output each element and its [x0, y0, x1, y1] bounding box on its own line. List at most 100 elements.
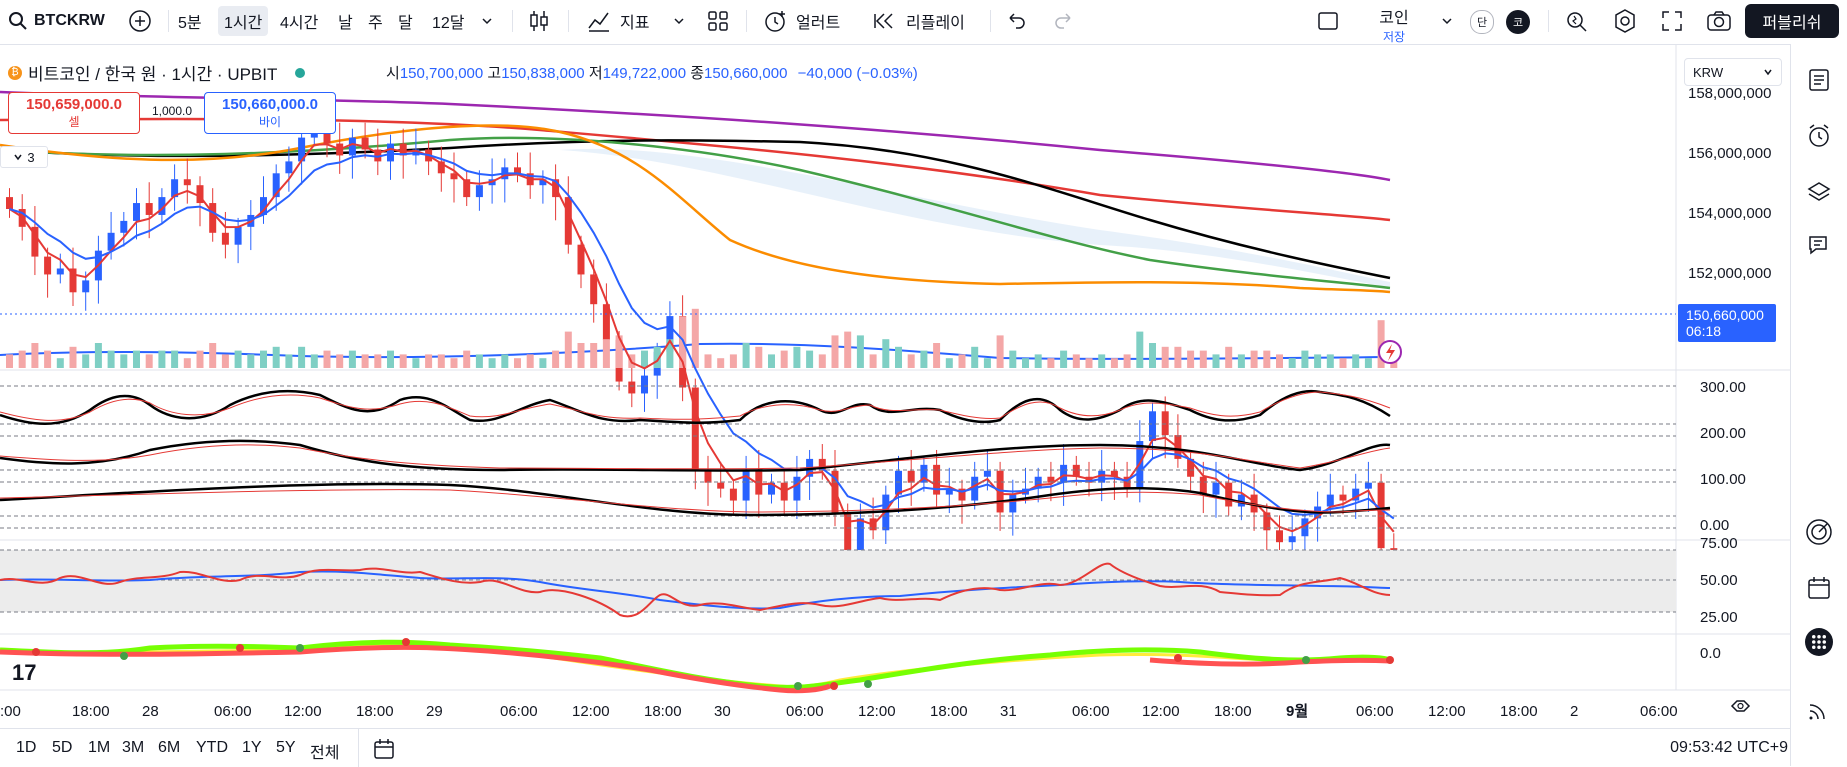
interval-5m[interactable]: 5분 [178, 6, 202, 36]
undo-button[interactable] [1004, 6, 1028, 36]
watchlist-button[interactable] [1805, 66, 1833, 94]
candle [907, 470, 915, 483]
fullscreen-icon [1662, 11, 1682, 31]
settings-button[interactable] [1612, 6, 1638, 36]
volume-bar [1225, 346, 1233, 368]
range-1y[interactable]: 1Y [242, 739, 262, 756]
alarm-icon [765, 11, 785, 32]
range-1d[interactable]: 1D [16, 739, 37, 756]
time-axis-settings[interactable] [1730, 700, 1751, 712]
gear-center [1737, 702, 1744, 710]
fullscreen-layout-button[interactable] [1316, 6, 1340, 36]
interval-day[interactable]: 날 [338, 6, 353, 36]
candle [920, 464, 928, 483]
chart-type-button[interactable] [526, 6, 552, 36]
volume-bar [666, 339, 674, 368]
collapse-indicators-button[interactable]: 3 [0, 146, 48, 168]
candle [399, 143, 407, 156]
currency-select[interactable]: KRW [1684, 58, 1782, 86]
fullscreen-button[interactable] [1660, 6, 1684, 36]
order-qty[interactable]: 1,000.0 [152, 104, 193, 118]
range-3m[interactable]: 3M [122, 739, 145, 756]
redo-button[interactable] [1052, 6, 1076, 36]
interval-12m[interactable]: 12달 [432, 6, 465, 36]
coin-short-label: 코 [1512, 17, 1524, 29]
interval-week[interactable]: 주 [368, 6, 383, 36]
volume-bar [717, 358, 725, 368]
volume-bar [260, 350, 267, 368]
candle [704, 470, 712, 483]
goto-date-icon[interactable] [372, 737, 396, 761]
symbol-search[interactable]: BTCKRW [8, 6, 105, 36]
indicators-button[interactable]: 지표 [586, 6, 649, 36]
chat-button[interactable] [1805, 232, 1833, 260]
volume-bar [1174, 346, 1182, 368]
candle [1212, 482, 1220, 495]
range-ytd[interactable]: YTD [196, 739, 228, 756]
lightning-bolt [1386, 344, 1395, 361]
main-chart[interactable]: 158,000,000 156,000,000 154,000,000 152,… [0, 44, 1790, 724]
interval-1h[interactable]: 1시간 [218, 6, 269, 36]
volume-bar [1060, 350, 1068, 368]
indicators-dropdown[interactable] [672, 6, 686, 36]
compare-button[interactable] [128, 6, 152, 36]
screener-button[interactable] [1805, 518, 1833, 546]
volume-bar [552, 350, 560, 368]
volume-bar [971, 346, 979, 368]
chevron-down-icon [14, 154, 22, 161]
alert-label: 얼러트 [796, 15, 841, 32]
alert-button[interactable]: 얼러트 [762, 6, 840, 36]
range-all[interactable]: 전체 [310, 745, 340, 762]
layout-button[interactable] [706, 6, 730, 36]
layout-name[interactable]: 코인 저장 [1374, 4, 1414, 45]
time-axis[interactable]: :00 18:00 28 06:00 12:00 18:00 29 06:00 12:00 18:… [0, 703, 1678, 720]
candle [1364, 482, 1372, 489]
candle [437, 161, 445, 174]
short-toggle[interactable]: 단 [1470, 10, 1494, 34]
replay-button[interactable]: 리플레이 [872, 6, 965, 36]
candle [133, 203, 140, 221]
price-axis[interactable]: 158,000,000 156,000,000 154,000,000 152,… [1688, 85, 1771, 662]
range-6m[interactable]: 6M [158, 739, 181, 756]
layout-dropdown[interactable] [1440, 6, 1454, 36]
candle [1339, 494, 1347, 501]
interval-4h[interactable]: 4시간 [280, 6, 318, 36]
publish-button[interactable]: 퍼블리쉬 [1745, 4, 1839, 38]
price-axis-label: 158,000,000 [1688, 85, 1771, 102]
range-1m[interactable]: 1M [88, 739, 111, 756]
range-5y[interactable]: 5Y [276, 739, 296, 756]
interval-label: 날 [338, 15, 353, 32]
volume-bar [501, 354, 509, 368]
candle [298, 137, 306, 162]
range-5d[interactable]: 5D [52, 739, 73, 756]
candle [450, 173, 458, 180]
time-axis-label: 2 [1570, 703, 1578, 720]
legend-title[interactable]: 비트코인 / 한국 원 · 1시간 · UPBIT [28, 65, 278, 84]
coin-toggle[interactable]: 코 [1506, 10, 1530, 34]
candle [44, 256, 52, 275]
feed-button[interactable] [1805, 696, 1833, 724]
sell-button[interactable]: 150,659,000.0 셀 [8, 92, 140, 134]
buy-button[interactable]: 150,660,000.0 바이 [204, 92, 336, 134]
volume-bar [1212, 354, 1220, 368]
candle [768, 482, 775, 495]
calendar-button[interactable] [1805, 574, 1833, 602]
object-tree-button[interactable] [1805, 178, 1833, 206]
interval-month[interactable]: 달 [398, 6, 413, 36]
volume-bar [6, 354, 13, 368]
right-sidebar [1790, 44, 1847, 766]
gear-icon[interactable] [1730, 700, 1751, 712]
apps-button[interactable] [1805, 628, 1833, 656]
interval-dropdown[interactable] [480, 6, 494, 36]
candle [666, 316, 674, 352]
grid-icon [708, 11, 728, 31]
macd-pane [0, 638, 1394, 694]
candle [958, 488, 966, 501]
alerts-panel-button[interactable] [1805, 122, 1833, 150]
stoch-slow-line [0, 391, 1391, 421]
clock-timezone[interactable]: 09:53:42 UTC+9 [1670, 739, 1788, 756]
volume-bar [450, 358, 458, 368]
snapshot-button[interactable] [1706, 6, 1732, 36]
close-label: 종 [690, 65, 705, 82]
quick-search-button[interactable] [1564, 6, 1590, 36]
